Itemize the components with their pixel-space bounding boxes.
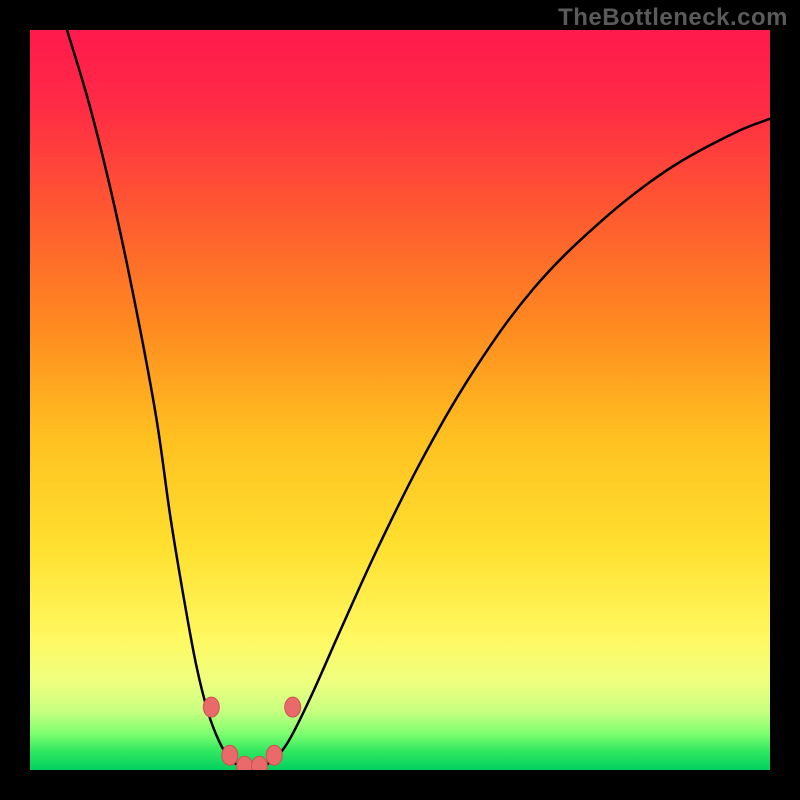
marker-point [251,756,267,770]
curve-overlay [30,30,770,770]
plot-area [30,30,770,770]
marker-point [203,697,219,717]
curve-left [67,30,252,770]
marker-point [266,745,282,765]
marker-point [285,697,301,717]
watermark-text: TheBottleneck.com [558,4,788,32]
marker-point [237,756,253,770]
chart-container: TheBottleneck.com [0,0,800,800]
marker-point [222,745,238,765]
curve-right [252,119,770,770]
